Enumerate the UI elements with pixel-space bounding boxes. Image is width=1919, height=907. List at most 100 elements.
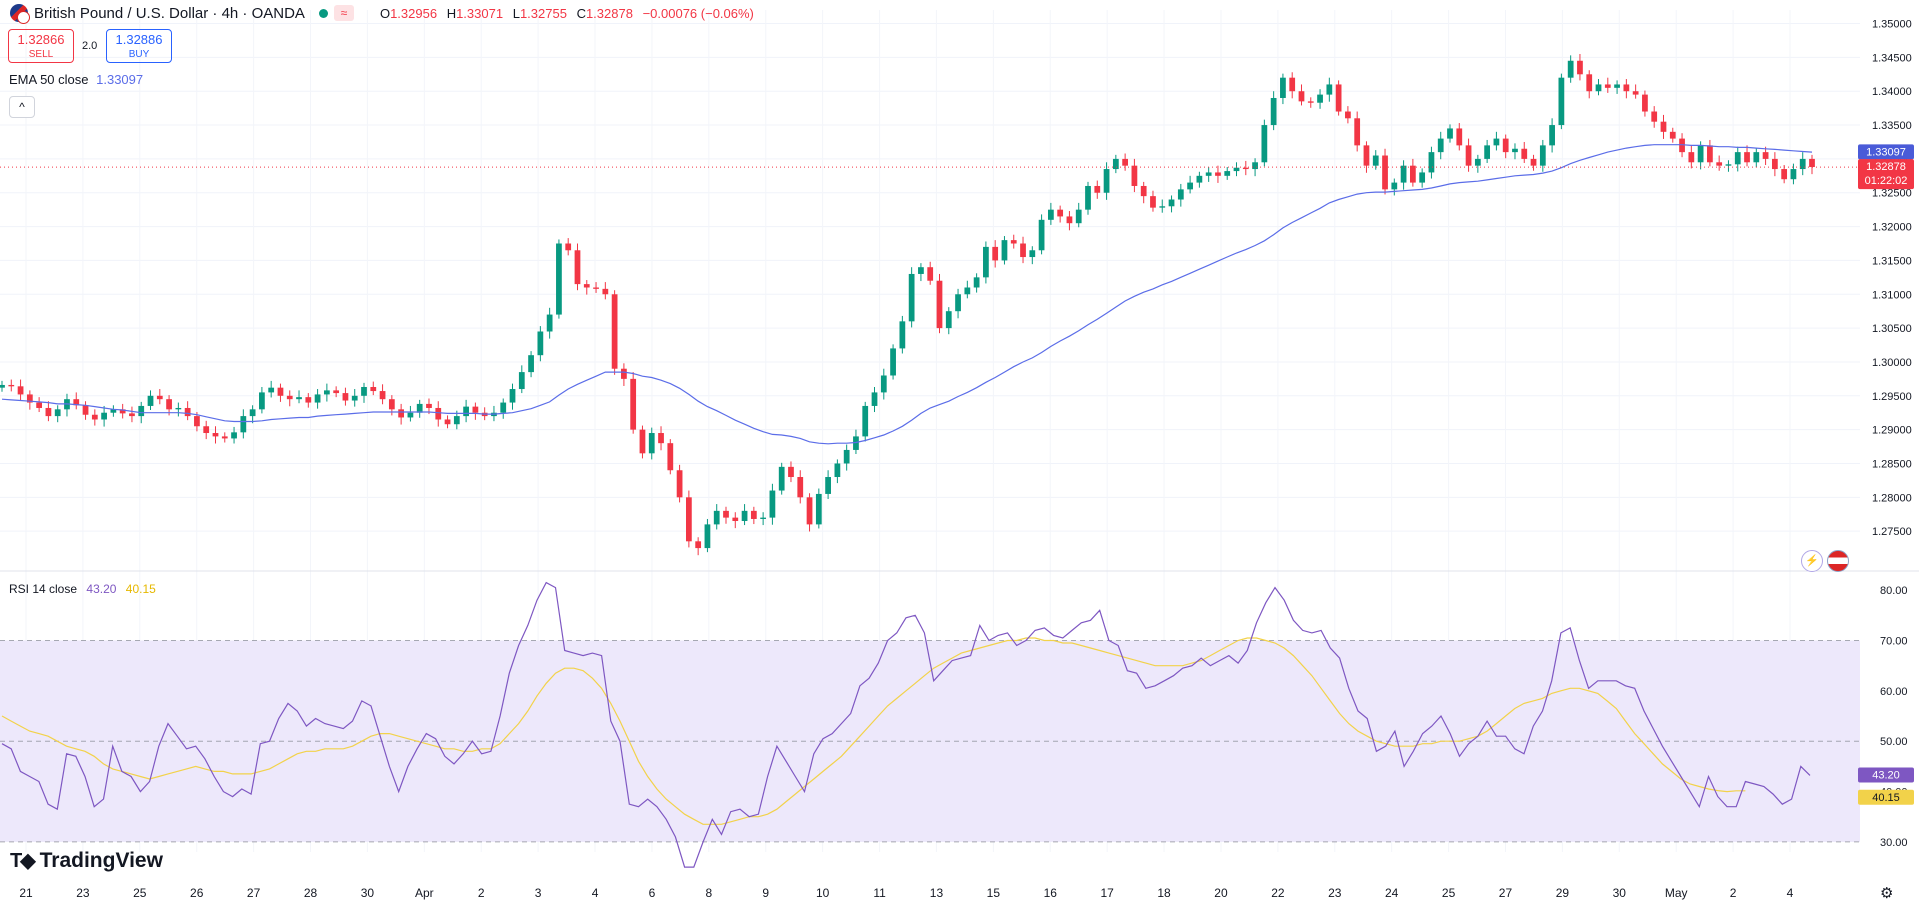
x-tick-label: 9 — [762, 886, 769, 900]
candle-body — [1001, 240, 1008, 261]
gear-icon[interactable]: ⚙ — [1880, 885, 1894, 902]
data-status-icon[interactable]: ≈ — [333, 5, 354, 21]
rsi-line — [1, 581, 1811, 868]
candle — [1205, 167, 1212, 182]
candle-body — [1549, 125, 1555, 146]
candle — [361, 382, 367, 403]
sell-button[interactable]: 1.32866 SELL — [8, 29, 74, 63]
candle-body — [1734, 152, 1741, 165]
candle-body — [983, 246, 989, 278]
price-tick-label: 1.28500 — [1872, 458, 1912, 470]
lightning-icon[interactable]: ⚡ — [1801, 550, 1823, 572]
candle-body — [658, 433, 664, 444]
candle-body — [231, 432, 237, 439]
countdown-tag-text: 01:22:02 — [1865, 175, 1908, 187]
candle — [1437, 131, 1444, 160]
candle — [1001, 236, 1008, 265]
candle-body — [305, 397, 312, 403]
candle-body — [1317, 94, 1323, 103]
price-tick-label: 1.32000 — [1872, 222, 1912, 234]
candle — [212, 426, 219, 444]
market-open-icon[interactable] — [318, 8, 328, 18]
symbol-title[interactable]: British Pound / U.S. Dollar · 4h · OANDA — [34, 4, 305, 22]
candle — [296, 390, 302, 404]
last-price-tag — [1858, 159, 1914, 190]
candle-body — [221, 436, 228, 439]
candle-body — [398, 409, 405, 418]
candle — [685, 490, 692, 548]
candle-body — [249, 409, 256, 417]
candle — [82, 401, 89, 420]
candle — [648, 427, 655, 460]
rsi-value-tag-text: 43.20 — [1872, 769, 1900, 781]
buy-button[interactable]: 1.32886 BUY — [106, 29, 172, 63]
candle-body — [964, 287, 971, 295]
candle-body — [416, 403, 423, 413]
candle — [1790, 163, 1797, 185]
x-tick-label: 17 — [1100, 886, 1114, 900]
candle — [732, 512, 739, 529]
candle-body — [1623, 84, 1630, 92]
candle — [723, 506, 729, 524]
tradingview-logo[interactable]: T◆ TradingView — [10, 848, 163, 873]
candle-body — [1400, 165, 1407, 183]
candle — [1493, 131, 1500, 151]
candle — [249, 405, 256, 424]
candle — [1753, 148, 1760, 168]
candle-body — [518, 372, 525, 390]
candle — [899, 315, 906, 354]
candle — [54, 405, 61, 423]
candle-body — [834, 463, 841, 478]
candle-body — [936, 280, 943, 329]
candle — [463, 399, 469, 423]
candle-body — [760, 517, 767, 519]
candle-body — [890, 348, 896, 376]
x-tick-label: 27 — [247, 886, 261, 900]
candle-body — [119, 409, 126, 414]
candle — [1725, 160, 1732, 172]
candle-body — [1345, 111, 1351, 119]
x-tick-label: 25 — [1442, 886, 1456, 900]
candle — [1280, 73, 1286, 105]
candle — [1623, 79, 1630, 99]
candle — [1771, 152, 1778, 177]
candle — [1131, 158, 1138, 193]
candle — [1391, 178, 1398, 196]
x-tick-label: 4 — [1787, 886, 1794, 900]
candle-body — [945, 311, 952, 329]
candle-body — [1242, 167, 1249, 170]
candle-body — [1716, 162, 1723, 166]
candle — [667, 439, 674, 475]
candle-body — [453, 416, 460, 425]
candle-body — [1187, 182, 1193, 190]
x-tick-label: 30 — [361, 886, 375, 900]
candle-body — [843, 449, 850, 464]
candle-body — [370, 386, 377, 392]
spread-value: 2.0 — [82, 40, 98, 52]
candle-body — [862, 405, 869, 437]
price-tick-label: 1.29000 — [1872, 425, 1912, 437]
candle-body — [723, 510, 729, 518]
candle — [964, 280, 971, 299]
rsi-tick-label: 50.00 — [1880, 736, 1908, 748]
candle — [1122, 153, 1129, 171]
collapse-legend-button[interactable]: ^ — [9, 96, 35, 118]
candle — [741, 504, 748, 526]
us-flag-icon[interactable] — [1827, 550, 1849, 572]
candle — [945, 307, 952, 335]
candle-body — [8, 384, 15, 387]
candle — [1010, 234, 1017, 249]
candle-body — [323, 390, 330, 395]
candle — [1688, 145, 1695, 169]
candle-body — [129, 413, 135, 417]
candle-body — [166, 399, 172, 410]
candle-body — [1753, 152, 1760, 163]
ema-legend[interactable]: EMA 50 close 1.33097 — [9, 72, 143, 87]
candle — [695, 537, 702, 556]
candle — [156, 389, 163, 405]
candle-body — [259, 392, 265, 410]
candle — [101, 405, 107, 427]
rsi-legend[interactable]: RSI 14 close 43.20 40.15 — [9, 582, 156, 596]
candle — [1057, 205, 1064, 223]
